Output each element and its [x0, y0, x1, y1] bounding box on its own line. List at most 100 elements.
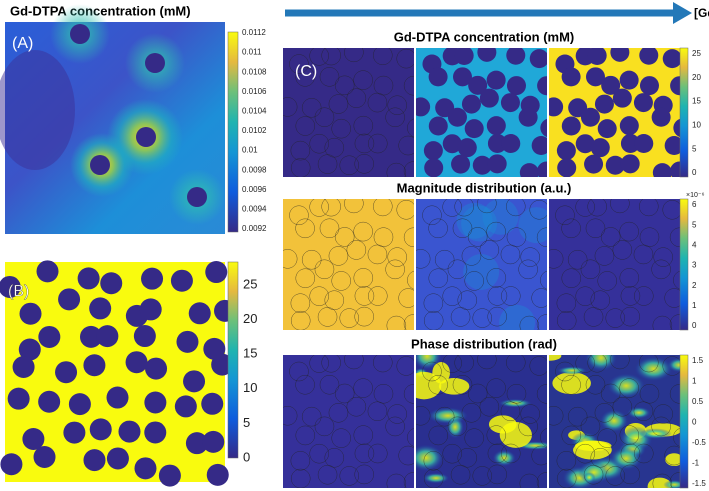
inclusion	[346, 240, 367, 260]
inclusion	[344, 48, 364, 63]
inclusion	[317, 307, 338, 327]
map-content	[416, 355, 547, 488]
inclusion	[423, 310, 444, 330]
inclusion	[373, 199, 393, 217]
inclusion	[669, 384, 680, 404]
inclusion	[673, 118, 680, 137]
inclusion	[585, 218, 606, 239]
inclusion	[454, 355, 474, 373]
inclusion	[634, 134, 654, 154]
inclusion	[317, 154, 338, 174]
inclusion	[506, 76, 526, 96]
inclusion	[518, 416, 538, 437]
inclusion	[301, 406, 322, 427]
inclusion	[289, 361, 309, 382]
inclusion	[549, 405, 564, 426]
inclusion	[346, 396, 367, 417]
inclusion	[506, 48, 526, 65]
inclusion	[486, 70, 506, 90]
inclusion	[22, 428, 45, 451]
inclusion	[447, 259, 468, 280]
inclusion	[422, 361, 442, 382]
inclusion	[423, 451, 444, 471]
inclusion	[590, 290, 611, 310]
map	[416, 355, 547, 488]
inclusion	[144, 391, 167, 414]
inclusion	[79, 325, 102, 348]
inclusion	[580, 416, 601, 437]
inclusion	[328, 94, 349, 114]
inclusion	[506, 355, 526, 373]
row-title: Gd-DTPA concentration (mM)	[394, 29, 575, 44]
inclusion	[472, 308, 493, 328]
inclusion	[202, 430, 225, 453]
inclusion	[464, 119, 484, 139]
inclusion	[500, 244, 521, 265]
inclusion	[396, 200, 414, 220]
inclusion	[174, 395, 197, 418]
inclusion	[575, 199, 595, 217]
inclusion	[477, 355, 497, 370]
colorbar-tick-label: 1	[692, 301, 697, 310]
inclusion	[452, 374, 473, 395]
inclusion	[531, 136, 547, 156]
map-bg	[283, 355, 414, 488]
inclusion	[633, 244, 654, 265]
phase-blob	[492, 449, 516, 467]
inclusion	[407, 270, 414, 290]
inclusion	[583, 464, 604, 485]
inclusion	[428, 268, 449, 288]
inclusion	[373, 383, 394, 404]
inclusion	[290, 158, 311, 177]
map-content	[549, 199, 680, 330]
colorbar-tick-label: 15	[243, 346, 257, 361]
inclusion	[556, 468, 577, 488]
inclusion	[501, 443, 521, 464]
inclusion	[590, 138, 610, 158]
inclusion	[619, 268, 640, 288]
inclusion	[594, 94, 614, 114]
inclusion	[334, 383, 355, 404]
inclusion	[531, 445, 547, 466]
inclusion	[36, 260, 59, 283]
inclusion	[396, 356, 414, 376]
colorbar-exponent: ×10⁻⁶	[686, 192, 705, 199]
inclusion	[477, 199, 497, 214]
inclusion	[295, 268, 316, 288]
phase-blob	[583, 472, 596, 483]
inclusion	[188, 302, 211, 325]
map-bg	[283, 199, 414, 330]
inclusion	[38, 325, 61, 348]
inclusion	[295, 67, 315, 87]
inclusion	[620, 154, 640, 174]
inclusion	[486, 116, 506, 136]
inclusion	[639, 48, 659, 65]
inclusion	[461, 246, 482, 266]
inclusion	[664, 445, 680, 466]
map	[549, 48, 680, 177]
inclusion	[556, 141, 576, 161]
inclusion	[619, 425, 640, 445]
inclusion	[557, 158, 577, 177]
inclusion	[134, 457, 157, 480]
inclusion	[477, 48, 497, 62]
inclusion	[561, 218, 581, 239]
panel-a-title: Gd-DTPA concentration (mM)	[10, 3, 191, 18]
inclusion	[442, 199, 462, 217]
inclusion	[354, 464, 374, 485]
inclusion	[580, 107, 600, 127]
inclusion	[461, 403, 482, 423]
inclusion	[447, 107, 467, 127]
map	[283, 48, 414, 177]
inclusion	[283, 405, 298, 426]
inclusion	[334, 227, 355, 247]
inclusion	[309, 48, 329, 66]
phase-blob	[438, 378, 470, 395]
phase-blob	[600, 409, 629, 433]
inclusion	[354, 286, 375, 306]
inclusion	[633, 401, 654, 422]
inclusion	[567, 249, 588, 270]
shade	[499, 304, 536, 330]
inclusion	[639, 76, 659, 96]
inclusion	[319, 218, 340, 239]
